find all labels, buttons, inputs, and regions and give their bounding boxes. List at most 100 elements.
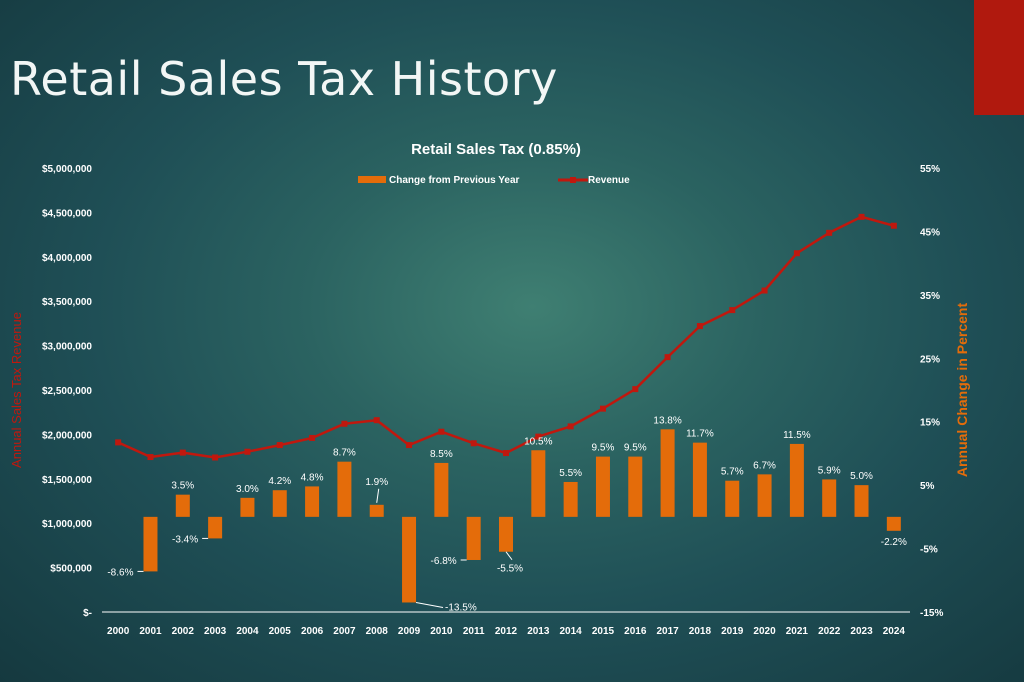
x-tick-label: 2021 bbox=[786, 626, 809, 637]
x-tick-label: 2000 bbox=[107, 626, 130, 637]
x-tick-label: 2020 bbox=[753, 626, 776, 637]
revenue-point bbox=[212, 454, 219, 461]
x-tick-label: 2022 bbox=[818, 626, 841, 637]
change-bar bbox=[886, 516, 901, 531]
revenue-point bbox=[567, 423, 574, 430]
bar-data-label: 9.5% bbox=[624, 443, 647, 454]
leader-line bbox=[505, 551, 513, 561]
bar-data-label: 5.9% bbox=[818, 465, 841, 476]
x-tick-label: 2013 bbox=[527, 626, 550, 637]
change-bar bbox=[434, 462, 449, 517]
change-bar bbox=[402, 516, 417, 603]
x-tick-label: 2016 bbox=[624, 626, 647, 637]
bar-data-label: 5.5% bbox=[559, 468, 582, 479]
revenue-point bbox=[535, 433, 542, 440]
bar-data-label: 4.8% bbox=[301, 472, 324, 483]
leader-line bbox=[376, 488, 380, 503]
y2-tick-label: -5% bbox=[920, 545, 938, 556]
bar-data-label: 8.7% bbox=[333, 448, 356, 459]
bar-data-label: 11.5% bbox=[783, 430, 811, 441]
y2-tick-label: 55% bbox=[920, 164, 940, 175]
y2-tick-label: 35% bbox=[920, 291, 940, 302]
change-bar bbox=[595, 456, 610, 517]
left-axis-ticks: $- $500,000 $1,000,000 $1,500,000 $2,000,000… bbox=[42, 164, 92, 619]
change-bar bbox=[789, 443, 804, 517]
y2-axis-title: Annual Change in Percent bbox=[954, 303, 970, 478]
y-tick-label: $500,000 bbox=[50, 564, 92, 575]
revenue-point bbox=[115, 439, 122, 446]
bar-data-label: -13.5% bbox=[445, 602, 477, 613]
x-tick-label: 2001 bbox=[139, 626, 162, 637]
y-tick-label: $4,500,000 bbox=[42, 208, 92, 219]
bar-data-label: 6.7% bbox=[753, 460, 776, 471]
bar-data-labels: -8.6% 3.5% -3.4% 3.0% 4.2% 4.8% 8.7% 1.9% -13.5%… bbox=[107, 415, 907, 613]
x-tick-label: 2023 bbox=[850, 626, 873, 637]
x-tick-label: 2015 bbox=[592, 626, 615, 637]
bar-data-label: 8.5% bbox=[430, 449, 453, 460]
change-bar bbox=[143, 516, 158, 572]
bar-data-label: 9.5% bbox=[592, 443, 615, 454]
legend-line-marker bbox=[570, 177, 576, 183]
bar-data-label: -3.4% bbox=[172, 534, 198, 545]
revenue-point bbox=[599, 405, 606, 412]
bar-data-label: -5.5% bbox=[497, 564, 523, 575]
revenue-line bbox=[117, 215, 895, 459]
accent-bar bbox=[974, 0, 1024, 115]
x-tick-label: 2014 bbox=[560, 626, 583, 637]
revenue-point bbox=[793, 250, 800, 257]
bar-data-label: 4.2% bbox=[268, 476, 291, 487]
bar-data-label: 13.8% bbox=[653, 415, 681, 426]
revenue-point bbox=[503, 450, 509, 457]
bar-data-label: -6.8% bbox=[431, 556, 457, 567]
y2-tick-label: 45% bbox=[920, 227, 940, 238]
change-bar bbox=[305, 486, 320, 517]
revenue-point bbox=[890, 222, 897, 229]
right-axis-ticks: -15% -5% 5% 15% 25% 35% 45% 55% bbox=[920, 164, 943, 619]
y-tick-label: $3,000,000 bbox=[42, 342, 92, 353]
y-tick-label: $1,000,000 bbox=[42, 519, 92, 530]
leader-line bbox=[415, 601, 444, 608]
change-bar bbox=[854, 485, 869, 517]
y-tick-label: $2,000,000 bbox=[42, 430, 92, 441]
x-tick-label: 2004 bbox=[236, 626, 259, 637]
revenue-point bbox=[341, 420, 348, 427]
x-axis-labels: 2000 2001 2002 2003 2004 2005 2006 2007 2008 2009… bbox=[107, 626, 905, 637]
change-bar bbox=[660, 429, 675, 517]
x-tick-label: 2017 bbox=[656, 626, 679, 637]
y2-tick-label: -15% bbox=[920, 608, 943, 619]
chart-title: Retail Sales Tax (0.85%) bbox=[411, 141, 581, 158]
y-tick-label: $4,000,000 bbox=[42, 253, 92, 264]
x-tick-label: 2003 bbox=[204, 626, 227, 637]
revenue-points bbox=[115, 213, 897, 461]
revenue-point bbox=[147, 454, 154, 461]
y-tick-label: $3,500,000 bbox=[42, 297, 92, 308]
revenue-point bbox=[309, 434, 316, 441]
y-tick-label: $2,500,000 bbox=[42, 386, 92, 397]
change-bar bbox=[499, 516, 513, 552]
revenue-point bbox=[696, 323, 703, 330]
change-bar bbox=[692, 442, 707, 517]
revenue-point bbox=[276, 442, 283, 449]
x-tick-label: 2007 bbox=[333, 626, 356, 637]
legend-bar-label: Change from Previous Year bbox=[389, 175, 520, 186]
bar-data-label: 3.5% bbox=[171, 481, 194, 492]
legend-bar-swatch bbox=[358, 176, 386, 183]
y2-tick-label: 25% bbox=[920, 354, 940, 365]
x-tick-label: 2010 bbox=[430, 626, 453, 637]
revenue-point bbox=[729, 307, 736, 314]
x-tick-label: 2019 bbox=[721, 626, 744, 637]
y-axis-title: Annual Sales Tax Revenue bbox=[9, 312, 24, 468]
legend-line-label: Revenue bbox=[588, 175, 630, 186]
label-leader-lines bbox=[137, 488, 513, 608]
change-bar bbox=[531, 450, 546, 517]
revenue-point bbox=[438, 428, 445, 435]
revenue-point bbox=[179, 449, 186, 456]
x-tick-label: 2024 bbox=[883, 626, 906, 637]
bar-data-label: -8.6% bbox=[107, 567, 133, 578]
change-bar bbox=[208, 516, 223, 539]
x-tick-label: 2009 bbox=[398, 626, 421, 637]
y2-tick-label: 5% bbox=[920, 481, 935, 492]
change-bar bbox=[369, 504, 384, 517]
revenue-point bbox=[664, 354, 671, 361]
change-bar bbox=[725, 480, 740, 517]
